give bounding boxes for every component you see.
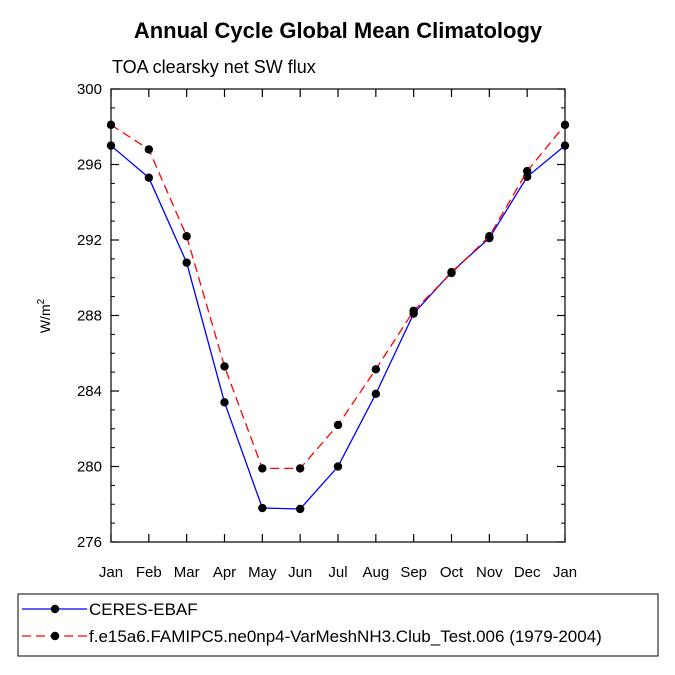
series-line <box>110 145 566 510</box>
data-point <box>144 173 154 182</box>
x-tick-label: Jan <box>99 564 123 581</box>
x-tick-label: Jan <box>553 564 577 581</box>
y-tick-label: 280 <box>77 459 102 476</box>
x-tick-label: Dec <box>514 564 541 581</box>
data-point <box>485 232 494 241</box>
y-tick-label: 292 <box>77 232 102 249</box>
x-tick-label: Sep <box>400 564 427 581</box>
data-point <box>447 268 456 278</box>
series-layer <box>106 120 570 514</box>
legend: CERES-EBAF f.e15a6.FAMIPC5.ne0np4-VarMesh… <box>17 593 659 657</box>
data-point <box>333 462 343 471</box>
plot-frame <box>110 88 566 543</box>
data-point <box>144 145 154 154</box>
x-tick-label: Oct <box>440 564 464 581</box>
legend-swatch-marker <box>50 631 60 641</box>
data-point <box>258 503 267 513</box>
data-point <box>182 258 191 267</box>
legend-swatch-marker <box>50 604 60 614</box>
legend-label: CERES-EBAF <box>89 600 198 619</box>
data-point <box>560 120 570 130</box>
series-1 <box>106 120 570 473</box>
chart-title: Annual Cycle Global Mean Climatology <box>134 18 543 43</box>
data-point <box>333 420 343 430</box>
axis-ticks: 276 280 284 288 292 296 300 Jan Feb Mar Apr May Jun J… <box>77 81 577 581</box>
legend-item: CERES-EBAF <box>22 600 198 619</box>
data-point <box>106 141 116 150</box>
data-point <box>371 389 381 399</box>
x-tick-label: Mar <box>174 564 200 581</box>
data-point <box>295 504 305 514</box>
data-point <box>295 464 305 473</box>
x-tick-label: May <box>248 564 277 581</box>
y-tick-label: 284 <box>77 383 102 400</box>
x-tick-label: Feb <box>136 564 162 581</box>
series-line <box>110 124 566 470</box>
legend-item: f.e15a6.FAMIPC5.ne0np4-VarMeshNH3.Club_T… <box>22 627 602 646</box>
y-axis-label: W/m2 <box>36 298 53 333</box>
y-tick-label: 296 <box>77 157 102 174</box>
legend-label: f.e15a6.FAMIPC5.ne0np4-VarMeshNH3.Club_T… <box>89 627 602 646</box>
data-point <box>560 141 570 150</box>
y-tick-label: 276 <box>77 534 102 551</box>
series-0 <box>106 141 570 514</box>
x-tick-label: Apr <box>213 564 236 581</box>
legend-box <box>17 593 659 657</box>
data-point <box>106 120 116 130</box>
data-point <box>258 464 267 473</box>
data-point <box>409 306 418 315</box>
y-tick-label: 288 <box>77 308 102 325</box>
chart-subtitle: TOA clearsky net SW flux <box>112 57 316 77</box>
x-tick-label: Aug <box>362 564 389 581</box>
x-tick-label: Jun <box>288 564 312 581</box>
data-point <box>220 362 229 371</box>
x-tick-label: Jul <box>328 564 347 581</box>
data-point <box>220 398 229 407</box>
y-tick-label: 300 <box>77 81 102 98</box>
data-point <box>522 166 532 176</box>
x-tick-label: Nov <box>476 564 503 581</box>
data-point <box>182 232 191 241</box>
data-point <box>371 365 381 374</box>
